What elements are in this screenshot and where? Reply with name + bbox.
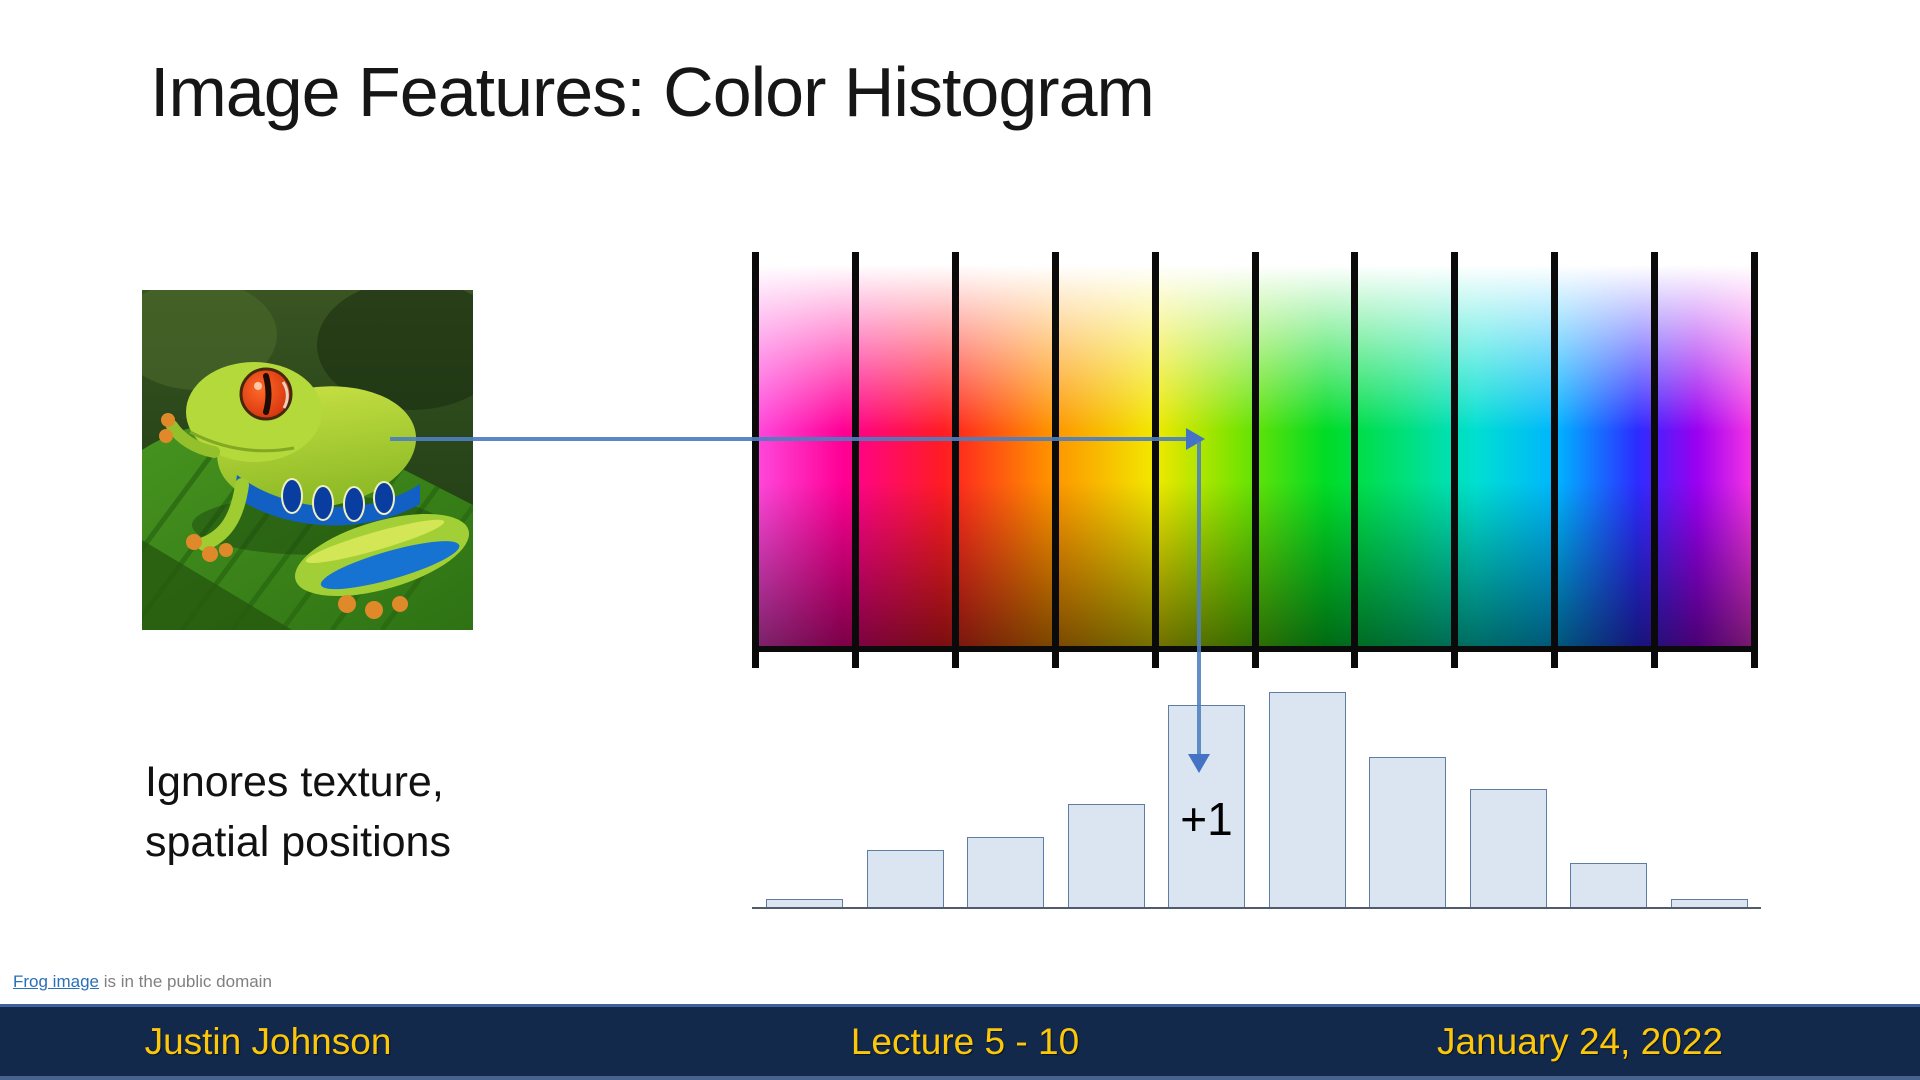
histogram-bar — [1469, 789, 1547, 908]
histogram-bar — [1268, 692, 1346, 908]
histogram-bar — [967, 837, 1044, 908]
spectrum-bin-tick — [1651, 252, 1659, 668]
frog-image-link[interactable]: Frog image — [13, 972, 99, 991]
histogram-bar — [1067, 804, 1145, 908]
plus-one-annotation: +1 — [1180, 793, 1233, 845]
spectrum-bin-tick — [1551, 252, 1559, 668]
footer-author: Justin Johnson — [144, 1021, 392, 1062]
histogram-bars — [752, 692, 1761, 908]
attribution: Frog image is in the public domain — [13, 972, 272, 992]
frog-image — [142, 290, 473, 630]
spectrum-bin-tick — [851, 252, 859, 668]
spectrum-bin-tick — [951, 252, 959, 668]
spectrum-bin-tick — [1351, 252, 1359, 668]
spectrum-bin-tick — [1451, 252, 1459, 668]
histogram-bar — [1570, 863, 1647, 908]
note-line-2: spatial positions — [145, 818, 451, 866]
footer-lecture-number: Lecture 5 - 10 — [850, 1021, 1080, 1062]
spectrum-bin-tick — [1751, 252, 1758, 668]
note-line-1: Ignores texture, — [145, 758, 444, 806]
footer-bar: Justin Johnson Lecture 5 - 10 January 24… — [0, 1004, 1920, 1080]
histogram-baseline — [752, 907, 1761, 909]
slide-title: Image Features: Color Histogram — [150, 53, 1155, 131]
note-text: Ignores texture, spatial positions — [145, 752, 451, 872]
pixel-to-bin-arrow-line — [390, 437, 1190, 441]
histogram-bar — [1168, 705, 1245, 908]
histogram-bar — [866, 850, 944, 908]
spectrum-bin-tick — [1051, 252, 1059, 668]
bin-to-bar-arrow-line — [1197, 441, 1201, 754]
spectrum-bin-tick — [1251, 252, 1259, 668]
spectrum-bin-tick — [752, 252, 759, 668]
attribution-text: is in the public domain — [98, 972, 272, 991]
down-arrowhead-icon — [1188, 754, 1210, 773]
histogram-bar — [1369, 757, 1446, 908]
spectrum-bin-tick — [1151, 252, 1159, 668]
right-arrowhead-icon — [1186, 428, 1205, 450]
footer-date: January 24, 2022 — [1437, 1021, 1723, 1062]
